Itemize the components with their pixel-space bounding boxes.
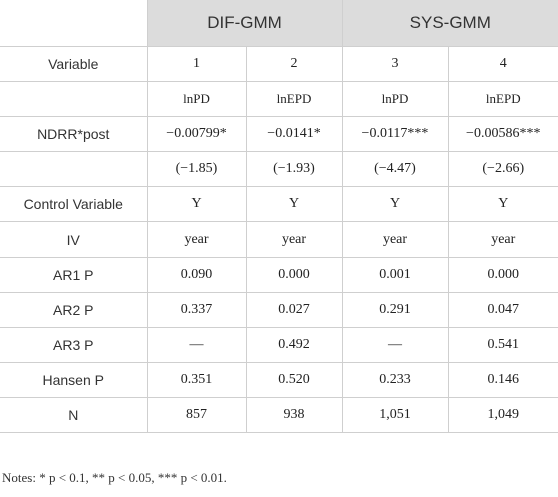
table-cell: Y (246, 186, 343, 222)
table-cell: Y (147, 186, 247, 222)
table-cell: −0.00586*** (448, 116, 558, 152)
column-number-row: Variable 1 2 3 4 (0, 46, 558, 82)
row-label (0, 151, 148, 187)
column-number: 2 (246, 46, 343, 82)
row-label: IV (0, 221, 148, 258)
row-label: AR1 P (0, 257, 148, 293)
table-row: Hansen P 0.351 0.520 0.233 0.146 (0, 362, 558, 398)
dependent-variable-row: lnPD lnEPD lnPD lnEPD (0, 81, 558, 117)
table-row: AR2 P 0.337 0.027 0.291 0.047 (0, 292, 558, 328)
table-cell: 0.492 (246, 327, 343, 363)
table-cell: year (448, 221, 558, 258)
row-label: Hansen P (0, 362, 148, 398)
table-cell: 0.027 (246, 292, 343, 328)
dependent-variable: lnEPD (246, 81, 343, 117)
table-cell: −0.0141* (246, 116, 343, 152)
table-cell: — (342, 327, 449, 363)
header-blank-cell (0, 0, 148, 47)
table-cell: 0.520 (246, 362, 343, 398)
table-cell: year (246, 221, 343, 258)
blank-cell (0, 81, 148, 117)
table-row: IV year year year year (0, 221, 558, 258)
dependent-variable: lnPD (342, 81, 449, 117)
table-cell: 938 (246, 397, 343, 433)
table-cell: (−1.93) (246, 151, 343, 187)
table-cell: — (147, 327, 247, 363)
dependent-variable: lnEPD (448, 81, 558, 117)
row-label: Control Variable (0, 186, 148, 222)
column-number: 1 (147, 46, 247, 82)
row-label: NDRR*post (0, 116, 148, 152)
table-cell: year (147, 221, 247, 258)
table-cell: 0.000 (246, 257, 343, 293)
table-cell: 1,049 (448, 397, 558, 433)
row-label: AR2 P (0, 292, 148, 328)
group-header-dif-gmm: DIF-GMM (147, 0, 343, 47)
table-cell: Y (342, 186, 449, 222)
table-cell: 0.233 (342, 362, 449, 398)
table-cell: (−1.85) (147, 151, 247, 187)
table-cell: 0.001 (342, 257, 449, 293)
table-cell: 1,051 (342, 397, 449, 433)
table-cell: year (342, 221, 449, 258)
table-cell: 857 (147, 397, 247, 433)
table-cell: 0.090 (147, 257, 247, 293)
table-cell: 0.291 (342, 292, 449, 328)
row-label: N (0, 397, 148, 433)
group-header-sys-gmm: SYS-GMM (342, 0, 558, 47)
table-cell: Y (448, 186, 558, 222)
table-notes: Notes: * p < 0.1, ** p < 0.05, *** p < 0… (2, 470, 227, 485)
table-row: NDRR*post −0.00799* −0.0141* −0.0117*** … (0, 116, 558, 152)
variable-header: Variable (0, 46, 148, 82)
table-row: N 857 938 1,051 1,049 (0, 397, 558, 433)
table-cell: 0.541 (448, 327, 558, 363)
table-row: (−1.85) (−1.93) (−4.47) (−2.66) (0, 151, 558, 187)
table-cell: 0.337 (147, 292, 247, 328)
table-cell: 0.351 (147, 362, 247, 398)
table-cell: (−4.47) (342, 151, 449, 187)
column-number: 3 (342, 46, 449, 82)
table-row: Control Variable Y Y Y Y (0, 186, 558, 222)
table-row: AR1 P 0.090 0.000 0.001 0.000 (0, 257, 558, 293)
table-cell: 0.047 (448, 292, 558, 328)
table-cell: (−2.66) (448, 151, 558, 187)
column-number: 4 (448, 46, 558, 82)
table-row: AR3 P — 0.492 — 0.541 (0, 327, 558, 363)
row-label: AR3 P (0, 327, 148, 363)
regression-results-table: DIF-GMM SYS-GMM Variable 1 2 3 4 lnPD ln… (0, 0, 558, 433)
table-cell: 0.146 (448, 362, 558, 398)
table-cell: −0.00799* (147, 116, 247, 152)
dependent-variable: lnPD (147, 81, 247, 117)
table-cell: −0.0117*** (342, 116, 449, 152)
table-cell: 0.000 (448, 257, 558, 293)
